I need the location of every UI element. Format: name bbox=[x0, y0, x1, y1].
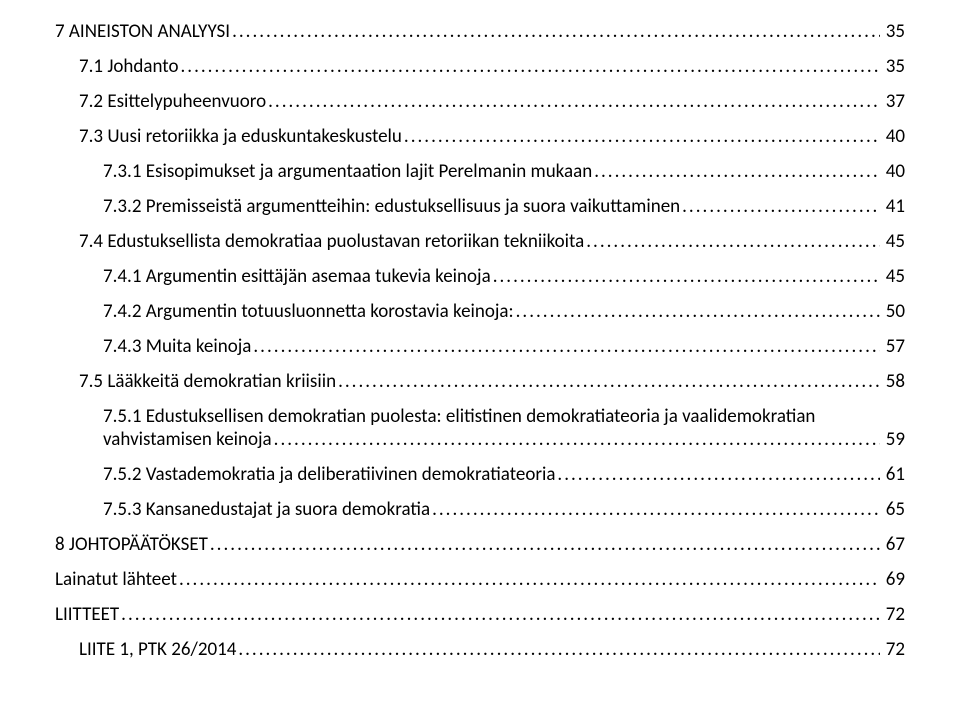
toc-entry-page: 35 bbox=[882, 55, 905, 78]
toc-entry-page: 67 bbox=[882, 533, 905, 556]
toc-leader-dots bbox=[594, 160, 880, 183]
toc-leader-dots bbox=[181, 55, 880, 78]
toc-entry: 7.1 Johdanto 35 bbox=[55, 55, 905, 78]
toc-entry-page: 61 bbox=[882, 463, 905, 486]
toc-entry: 7.5.3 Kansanedustajat ja suora demokrati… bbox=[55, 498, 905, 521]
toc-entry: 7.3 Uusi retoriikka ja eduskuntakeskuste… bbox=[55, 125, 905, 148]
toc-entry-page: 50 bbox=[882, 300, 905, 323]
toc-entry: 7.3.1 Esisopimukset ja argumentaation la… bbox=[55, 160, 905, 183]
toc-entry: 7.4.3 Muita keinoja 57 bbox=[55, 335, 905, 358]
toc-leader-dots bbox=[682, 195, 880, 218]
toc-entry-title: Lainatut lähteet bbox=[55, 568, 177, 591]
toc-entry: LIITE 1, PTK 26/2014 72 bbox=[55, 638, 905, 661]
toc-leader-dots bbox=[586, 230, 879, 253]
toc-entry-title: 7.4.1 Argumentin esittäjän asemaa tukevi… bbox=[103, 265, 491, 288]
toc-entry-title: 7.5.1 Edustuksellisen demokratian puoles… bbox=[103, 405, 905, 428]
toc-leader-dots bbox=[338, 370, 880, 393]
toc-entry: Lainatut lähteet 69 bbox=[55, 568, 905, 591]
toc-entry-page: 37 bbox=[882, 90, 905, 113]
toc-entry-title: 8 JOHTOPÄÄTÖKSET bbox=[55, 533, 208, 556]
toc-entry-title: 7.4.3 Muita keinoja bbox=[103, 335, 251, 358]
toc-leader-dots bbox=[210, 533, 880, 556]
toc-entry: 7.4.1 Argumentin esittäjän asemaa tukevi… bbox=[55, 265, 905, 288]
toc-leader-dots bbox=[121, 603, 880, 626]
toc-entry-title: 7.3 Uusi retoriikka ja eduskuntakeskuste… bbox=[79, 125, 402, 148]
toc-entry-title-cont: vahvistamisen keinoja bbox=[103, 428, 272, 451]
toc-entry-page: 45 bbox=[882, 265, 905, 288]
toc-entry-title: LIITE 1, PTK 26/2014 bbox=[79, 638, 236, 661]
toc-leader-dots bbox=[493, 265, 880, 288]
toc-entry-title: 7.2 Esittelypuheenvuoro bbox=[79, 90, 266, 113]
toc-entry-page: 59 bbox=[882, 428, 905, 451]
toc-entry-title: 7.4 Edustuksellista demokratiaa puolusta… bbox=[79, 230, 584, 253]
toc-entry-page: 69 bbox=[882, 568, 905, 591]
toc-entry: 7.5.2 Vastademokratia ja deliberatiivine… bbox=[55, 463, 905, 486]
toc-entry: LIITTEET 72 bbox=[55, 603, 905, 626]
toc-entry-title: 7.5.2 Vastademokratia ja deliberatiivine… bbox=[103, 463, 555, 486]
toc-leader-dots bbox=[557, 463, 879, 486]
toc-entry: 7 AINEISTON ANALYYSI 35 bbox=[55, 20, 905, 43]
toc-leader-dots bbox=[274, 428, 880, 451]
toc-entry: 7.5 Lääkkeitä demokratian kriisiin 58 bbox=[55, 370, 905, 393]
toc-entry-title: LIITTEET bbox=[55, 603, 119, 626]
toc-leader-dots bbox=[432, 498, 880, 521]
toc-leader-dots bbox=[179, 568, 880, 591]
toc-entry: 7.2 Esittelypuheenvuoro 37 bbox=[55, 90, 905, 113]
toc-leader-dots bbox=[404, 125, 880, 148]
toc-entry-page: 40 bbox=[882, 160, 905, 183]
toc-entry-title: 7 AINEISTON ANALYYSI bbox=[55, 20, 230, 43]
toc-entry: 7.4 Edustuksellista demokratiaa puolusta… bbox=[55, 230, 905, 253]
table-of-contents: 7 AINEISTON ANALYYSI 35 7.1 Johdanto 35 7.2 … bbox=[55, 20, 905, 661]
toc-leader-dots bbox=[516, 300, 880, 323]
toc-entry-title: 7.5 Lääkkeitä demokratian kriisiin bbox=[79, 370, 336, 393]
toc-entry-page: 35 bbox=[882, 20, 905, 43]
toc-entry-title: 7.3.1 Esisopimukset ja argumentaation la… bbox=[103, 160, 592, 183]
toc-entry-title: 7.3.2 Premisseistä argumentteihin: edust… bbox=[103, 195, 680, 218]
toc-entry: 7.4.2 Argumentin totuusluonnetta korosta… bbox=[55, 300, 905, 323]
toc-leader-dots bbox=[232, 20, 880, 43]
toc-entry-title: 7.1 Johdanto bbox=[79, 55, 179, 78]
toc-entry-page: 41 bbox=[882, 195, 905, 218]
toc-leader-dots bbox=[238, 638, 879, 661]
toc-leader-dots bbox=[253, 335, 879, 358]
toc-entry-title: 7.5.3 Kansanedustajat ja suora demokrati… bbox=[103, 498, 430, 521]
toc-entry-page: 45 bbox=[882, 230, 905, 253]
toc-entry-page: 72 bbox=[882, 638, 905, 661]
toc-entry-page: 65 bbox=[882, 498, 905, 521]
toc-entry-page: 40 bbox=[882, 125, 905, 148]
toc-entry: 7.3.2 Premisseistä argumentteihin: edust… bbox=[55, 195, 905, 218]
toc-entry: 7.5.1 Edustuksellisen demokratian puoles… bbox=[55, 405, 905, 451]
toc-leader-dots bbox=[268, 90, 880, 113]
toc-entry-page: 58 bbox=[882, 370, 905, 393]
toc-entry-title: 7.4.2 Argumentin totuusluonnetta korosta… bbox=[103, 300, 514, 323]
toc-entry: 8 JOHTOPÄÄTÖKSET 67 bbox=[55, 533, 905, 556]
toc-entry-page: 57 bbox=[882, 335, 905, 358]
toc-entry-page: 72 bbox=[882, 603, 905, 626]
